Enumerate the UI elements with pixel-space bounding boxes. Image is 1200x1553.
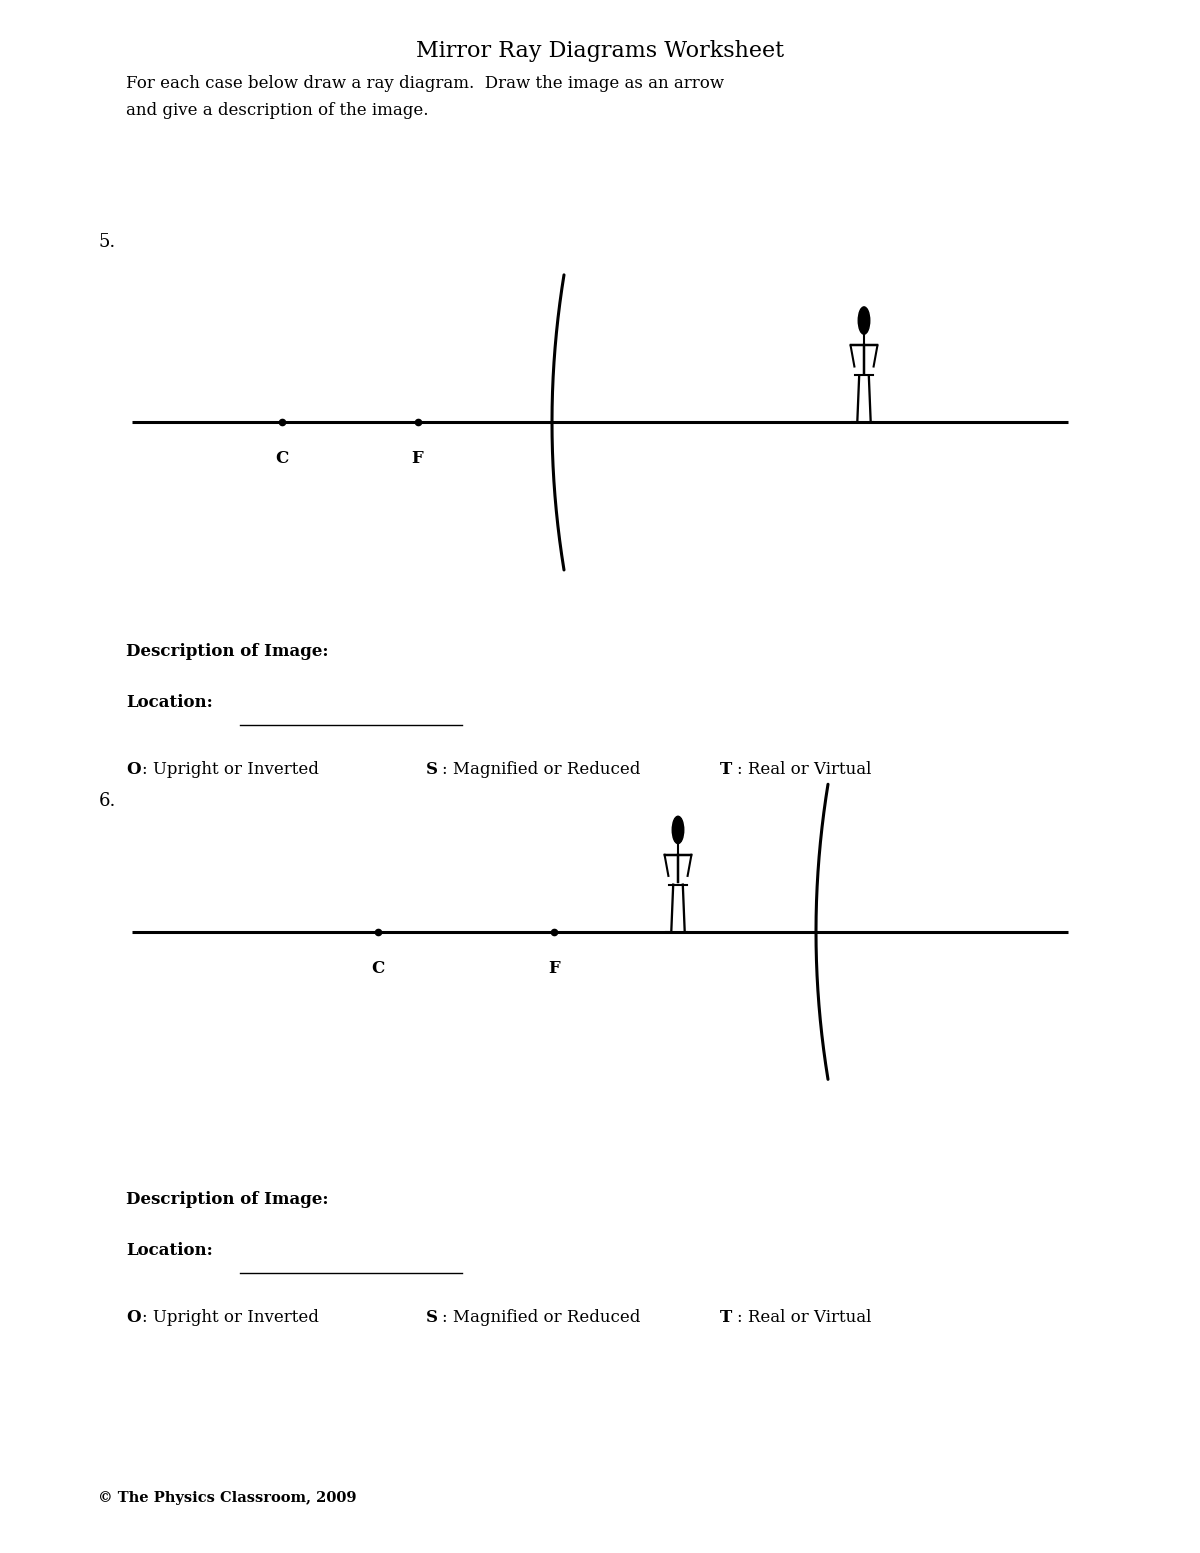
Text: S: S: [426, 761, 438, 778]
Text: : Upright or Inverted: : Upright or Inverted: [142, 1309, 318, 1326]
Text: : Magnified or Reduced: : Magnified or Reduced: [442, 761, 640, 778]
Text: Location:: Location:: [126, 694, 212, 711]
Text: : Magnified or Reduced: : Magnified or Reduced: [442, 1309, 640, 1326]
Text: : Upright or Inverted: : Upright or Inverted: [142, 761, 318, 778]
Text: T: T: [720, 761, 732, 778]
Text: 6.: 6.: [98, 792, 115, 811]
Text: : Real or Virtual: : Real or Virtual: [737, 1309, 871, 1326]
Text: 5.: 5.: [98, 233, 115, 252]
Text: C: C: [371, 960, 385, 977]
Text: O: O: [126, 761, 140, 778]
Text: Description of Image:: Description of Image:: [126, 1191, 329, 1208]
Text: O: O: [126, 1309, 140, 1326]
Text: Mirror Ray Diagrams Worksheet: Mirror Ray Diagrams Worksheet: [416, 40, 784, 62]
Text: F: F: [412, 450, 424, 467]
Ellipse shape: [672, 817, 684, 843]
Text: Location:: Location:: [126, 1242, 212, 1259]
Text: S: S: [426, 1309, 438, 1326]
Text: © The Physics Classroom, 2009: © The Physics Classroom, 2009: [98, 1491, 356, 1505]
Ellipse shape: [858, 307, 870, 334]
Text: For each case below draw a ray diagram.  Draw the image as an arrow: For each case below draw a ray diagram. …: [126, 75, 724, 92]
Text: : Real or Virtual: : Real or Virtual: [737, 761, 871, 778]
Text: F: F: [548, 960, 560, 977]
Text: Description of Image:: Description of Image:: [126, 643, 329, 660]
Text: T: T: [720, 1309, 732, 1326]
Text: and give a description of the image.: and give a description of the image.: [126, 102, 428, 120]
Text: C: C: [275, 450, 289, 467]
